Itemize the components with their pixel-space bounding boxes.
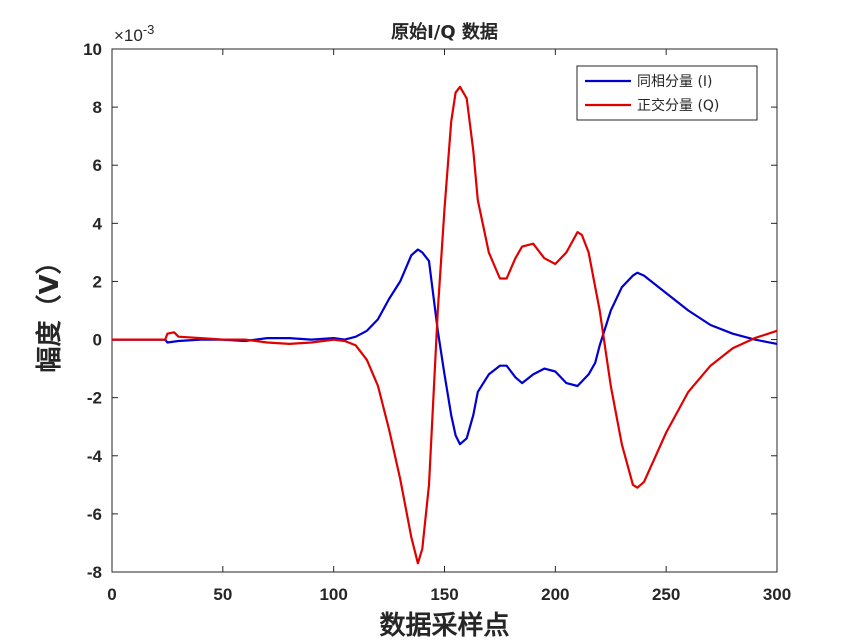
axes-frame	[111, 48, 778, 573]
x-tick-label: 300	[763, 585, 791, 604]
x-tick-label: 250	[652, 585, 680, 604]
y-tick-label: 0	[93, 331, 102, 350]
y-tick-label: 10	[83, 40, 102, 59]
y-axis-title: 幅度（V）	[34, 248, 65, 372]
chart-title: 原始I/Q 数据	[391, 21, 498, 43]
y-tick-label: 8	[93, 98, 102, 117]
x-tick-label: 0	[107, 585, 116, 604]
series-line-1	[112, 85, 778, 565]
plot-lines	[112, 85, 778, 565]
y-axis-exponent-base: ×10	[114, 26, 143, 45]
x-axis-title: 数据采样点	[379, 610, 509, 641]
y-tick-label: 6	[93, 156, 102, 175]
series-line-0	[112, 248, 778, 446]
plot-area-border	[111, 48, 778, 573]
x-tick-label: 200	[541, 585, 569, 604]
y-tick-label: -2	[87, 389, 102, 408]
legend-label-q: 正交分量 (Q)	[637, 97, 719, 114]
x-ticks: 0 50 100 150 200 250 300	[107, 49, 791, 604]
y-tick-label: -6	[87, 505, 102, 524]
legend: 同相分量 (I) 正交分量 (Q)	[576, 65, 758, 121]
legend-label-i: 同相分量 (I)	[637, 74, 713, 90]
x-tick-label: 50	[213, 585, 232, 604]
y-tick-label: 4	[93, 214, 103, 233]
legend-box	[576, 65, 758, 121]
y-tick-label: 2	[93, 272, 102, 291]
y-tick-label: -4	[87, 447, 103, 466]
x-tick-label: 100	[319, 585, 347, 604]
y-tick-label: -8	[87, 563, 102, 582]
y-ticks: -8 -6 -4 -2 0 2 4 6 8 10	[83, 40, 777, 582]
x-tick-label: 150	[430, 585, 458, 604]
y-axis-exponent-power: -3	[143, 22, 155, 37]
y-axis-exponent: ×10-3	[114, 22, 154, 45]
